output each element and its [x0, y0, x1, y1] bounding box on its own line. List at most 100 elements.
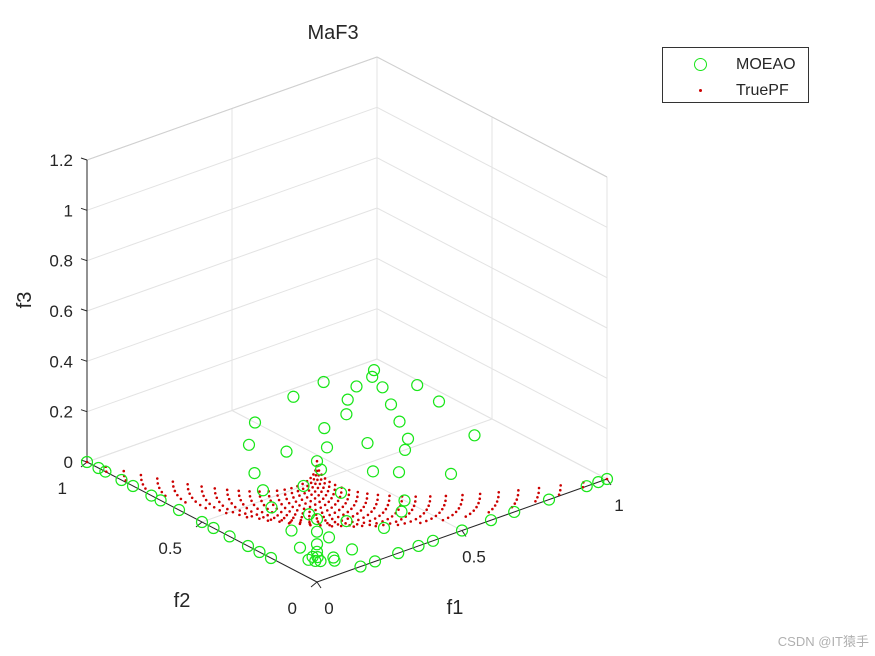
- truepf-point: [287, 521, 291, 525]
- moeao-point: [285, 524, 298, 537]
- truepf-point: [313, 503, 317, 506]
- truepf-point: [280, 502, 283, 506]
- truepf-point: [237, 489, 241, 493]
- truepf-point: [290, 519, 294, 522]
- truepf-point: [250, 514, 254, 518]
- truepf-point: [322, 486, 325, 490]
- truepf-point: [373, 506, 376, 510]
- z-tick: [80, 358, 88, 362]
- truepf-point: [407, 512, 411, 515]
- truepf-point: [558, 488, 562, 492]
- moeao-point: [592, 475, 605, 489]
- truepf-point: [344, 522, 347, 525]
- x-tick: [316, 581, 322, 589]
- truepf-point: [312, 477, 316, 481]
- truepf-point: [368, 519, 372, 523]
- x-tick-label: 0: [324, 599, 333, 618]
- z-tick-label: 0: [64, 453, 73, 472]
- truepf-point: [315, 459, 319, 463]
- moeao-point: [345, 543, 359, 556]
- moeao-point: [432, 395, 446, 408]
- truepf-point: [442, 503, 446, 507]
- truepf-point: [314, 482, 317, 486]
- truepf-point: [517, 489, 520, 492]
- truepf-point: [373, 517, 377, 520]
- truepf-point: [444, 499, 447, 503]
- moeao-point: [318, 422, 331, 435]
- truepf-point: [350, 507, 353, 511]
- moeao-point: [241, 539, 255, 553]
- z-tick-label: 0.6: [49, 302, 73, 321]
- truepf-point: [271, 503, 275, 507]
- moeao-point: [80, 455, 94, 469]
- truepf-point: [267, 494, 271, 498]
- truepf-point: [374, 524, 378, 528]
- truepf-point: [478, 497, 482, 500]
- truepf-point: [346, 497, 349, 501]
- truepf-point: [269, 518, 273, 521]
- y-tick-label: 0.5: [158, 539, 182, 558]
- moeao-point: [207, 521, 220, 535]
- truepf-point: [366, 513, 370, 517]
- truepf-point: [324, 519, 327, 522]
- truepf-point: [493, 504, 497, 507]
- truepf-point: [241, 503, 245, 506]
- truepf-point: [283, 488, 286, 491]
- truepf-point: [327, 500, 331, 504]
- truepf-point: [451, 513, 454, 517]
- truepf-point: [428, 495, 432, 498]
- truepf-point: [513, 502, 517, 505]
- truepf-point: [315, 517, 319, 520]
- truepf-point: [362, 521, 366, 525]
- truepf-point: [184, 501, 187, 504]
- moeao-point: [392, 466, 406, 479]
- truepf-point: [464, 515, 468, 518]
- truepf-point: [238, 509, 242, 512]
- moeao-point: [361, 436, 374, 450]
- truepf-point: [283, 506, 287, 510]
- moeao-point: [264, 551, 278, 565]
- truepf-point: [328, 480, 331, 484]
- moeao-point: [334, 486, 348, 499]
- truepf-point: [255, 513, 259, 516]
- truepf-point: [144, 487, 147, 490]
- truepf-point: [221, 504, 225, 507]
- truepf-point: [344, 501, 347, 505]
- moeao-point: [401, 432, 415, 445]
- truepf-point: [319, 524, 322, 527]
- truepf-point: [200, 485, 203, 488]
- x-axis-label: f1: [447, 597, 464, 619]
- moeao-point: [265, 501, 278, 514]
- moeao-point: [253, 545, 266, 559]
- truepf-point: [330, 524, 334, 528]
- truepf-point: [351, 515, 355, 518]
- moeao-series: [80, 364, 614, 573]
- truepf-point: [332, 492, 335, 496]
- truepf-point: [378, 514, 381, 518]
- truepf-point: [347, 493, 351, 497]
- truepf-point: [537, 491, 540, 495]
- moeao-point: [600, 472, 614, 486]
- truepf-point: [310, 493, 313, 496]
- truepf-point: [307, 489, 311, 492]
- truepf-point: [320, 511, 324, 514]
- moeao-point: [302, 553, 315, 566]
- y-tick: [310, 581, 318, 588]
- moeao-point: [310, 538, 324, 551]
- truepf-point: [318, 482, 322, 486]
- truepf-point: [252, 503, 256, 507]
- truepf-point: [160, 490, 164, 494]
- truepf-point: [292, 496, 295, 499]
- truepf-point: [260, 499, 263, 503]
- legend-item-truepf: TruePF: [663, 79, 808, 103]
- truepf-point: [231, 510, 235, 514]
- truepf-point: [497, 495, 500, 499]
- truepf-point: [362, 516, 365, 519]
- truepf-point: [260, 510, 264, 514]
- moeao-point: [314, 555, 327, 568]
- truepf-point: [276, 514, 279, 517]
- truepf-point: [276, 494, 279, 497]
- truepf-point: [356, 495, 359, 499]
- z-axis-label: f3: [14, 292, 36, 309]
- truepf-point: [403, 522, 407, 525]
